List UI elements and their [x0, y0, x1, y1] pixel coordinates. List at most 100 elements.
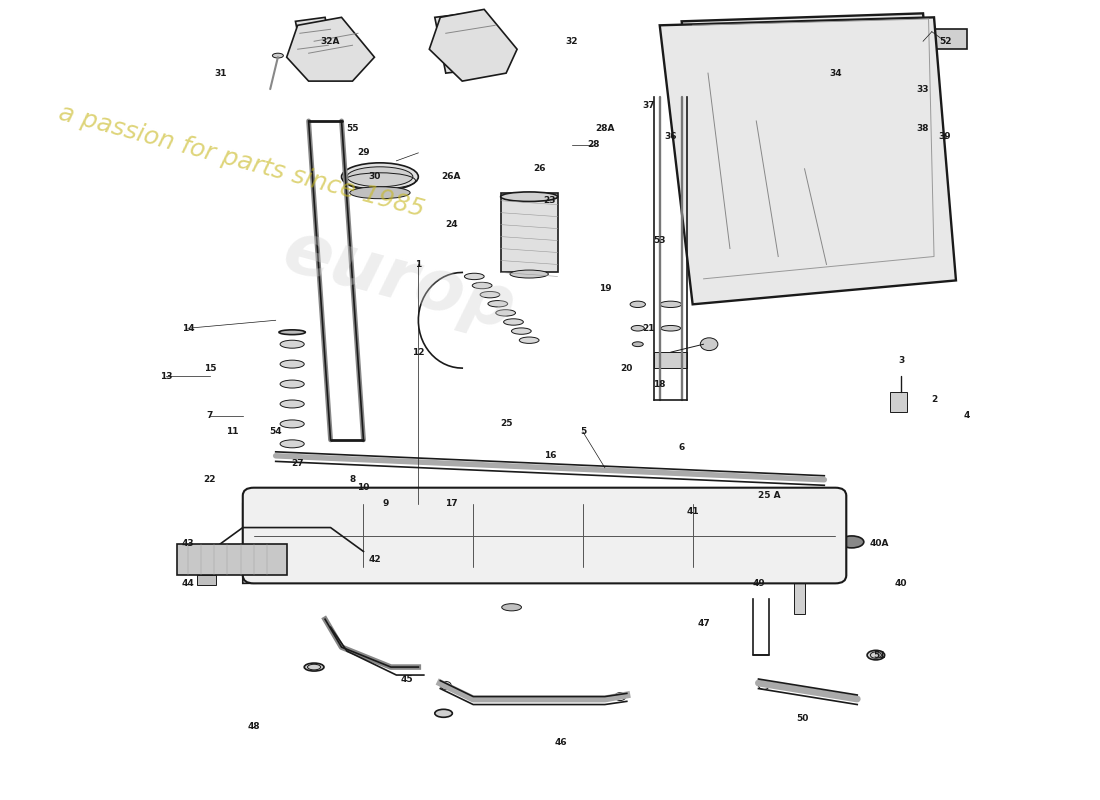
- Text: 26A: 26A: [441, 172, 461, 182]
- Ellipse shape: [280, 440, 305, 448]
- Ellipse shape: [280, 340, 305, 348]
- Text: 14: 14: [182, 324, 195, 333]
- Text: 54: 54: [270, 427, 282, 436]
- Text: 9: 9: [382, 499, 388, 508]
- Text: 50: 50: [796, 714, 808, 723]
- Polygon shape: [243, 496, 846, 583]
- Text: 52: 52: [938, 37, 952, 46]
- Ellipse shape: [500, 192, 558, 202]
- Ellipse shape: [280, 360, 305, 368]
- Ellipse shape: [280, 400, 305, 408]
- Ellipse shape: [454, 514, 504, 534]
- Text: 12: 12: [412, 348, 425, 357]
- Bar: [793, 582, 804, 614]
- Polygon shape: [296, 18, 336, 77]
- Text: a passion for parts since 1985: a passion for parts since 1985: [56, 100, 427, 222]
- Text: 34: 34: [829, 69, 842, 78]
- Text: 26: 26: [532, 164, 546, 174]
- Text: 30: 30: [368, 172, 381, 182]
- Bar: [928, 30, 967, 50]
- Text: 20: 20: [620, 364, 632, 373]
- Ellipse shape: [346, 167, 412, 186]
- Ellipse shape: [305, 663, 324, 671]
- Ellipse shape: [933, 134, 946, 141]
- Text: 11: 11: [226, 427, 238, 436]
- Ellipse shape: [867, 650, 884, 660]
- Polygon shape: [287, 18, 374, 81]
- Ellipse shape: [660, 301, 682, 307]
- Bar: [654, 352, 688, 368]
- Text: 49: 49: [752, 579, 764, 588]
- Circle shape: [465, 514, 492, 533]
- Text: 36: 36: [664, 133, 676, 142]
- Text: 4: 4: [964, 411, 970, 421]
- Text: 28: 28: [587, 140, 601, 150]
- Circle shape: [615, 693, 626, 701]
- Ellipse shape: [341, 163, 418, 190]
- Ellipse shape: [661, 326, 681, 331]
- Text: 27: 27: [292, 459, 304, 468]
- Ellipse shape: [630, 301, 646, 307]
- Text: 53: 53: [653, 236, 666, 245]
- Text: 6: 6: [679, 443, 685, 452]
- Text: 40: 40: [895, 579, 908, 588]
- Text: 15: 15: [204, 364, 216, 373]
- Text: 44: 44: [182, 579, 195, 588]
- Text: 38: 38: [916, 125, 930, 134]
- Text: 25 A: 25 A: [758, 491, 781, 500]
- Ellipse shape: [496, 310, 516, 316]
- Text: 8: 8: [350, 475, 355, 484]
- Text: 19: 19: [598, 284, 612, 293]
- Text: 46: 46: [554, 738, 568, 747]
- Ellipse shape: [632, 342, 644, 346]
- Bar: [500, 193, 558, 273]
- Polygon shape: [682, 14, 945, 288]
- Ellipse shape: [350, 186, 410, 198]
- Ellipse shape: [280, 420, 305, 428]
- Ellipse shape: [488, 301, 508, 307]
- Polygon shape: [434, 14, 478, 73]
- Text: 23: 23: [543, 196, 557, 205]
- Ellipse shape: [631, 326, 645, 331]
- Bar: [890, 392, 906, 412]
- Ellipse shape: [464, 274, 484, 280]
- Ellipse shape: [504, 318, 524, 325]
- Text: 40A: 40A: [869, 539, 889, 548]
- Ellipse shape: [791, 577, 806, 582]
- Text: 47: 47: [697, 618, 710, 628]
- Text: 2: 2: [931, 395, 937, 405]
- Text: 10: 10: [358, 483, 370, 492]
- Text: 13: 13: [160, 371, 173, 381]
- Text: 1: 1: [415, 260, 421, 269]
- Circle shape: [675, 102, 693, 115]
- Bar: [210, 543, 254, 567]
- Bar: [197, 575, 217, 585]
- Text: 32A: 32A: [321, 37, 340, 46]
- Ellipse shape: [434, 710, 452, 718]
- Ellipse shape: [472, 282, 492, 289]
- Ellipse shape: [480, 291, 499, 298]
- Ellipse shape: [279, 330, 306, 334]
- Text: 31: 31: [214, 69, 227, 78]
- Text: 7: 7: [207, 411, 213, 421]
- Text: 32: 32: [565, 37, 579, 46]
- Text: 33: 33: [916, 85, 930, 94]
- Text: 51: 51: [873, 650, 886, 660]
- Text: 37: 37: [642, 101, 656, 110]
- Text: 42: 42: [368, 555, 381, 564]
- Ellipse shape: [280, 380, 305, 388]
- Circle shape: [759, 682, 769, 690]
- Text: 22: 22: [204, 475, 216, 484]
- Ellipse shape: [502, 604, 521, 611]
- Circle shape: [695, 124, 708, 134]
- Text: 17: 17: [444, 499, 458, 508]
- Polygon shape: [660, 18, 956, 304]
- Circle shape: [701, 338, 718, 350]
- Text: 25: 25: [499, 419, 513, 429]
- Text: 29: 29: [358, 148, 370, 158]
- Text: 39: 39: [938, 133, 952, 142]
- Text: 45: 45: [402, 674, 414, 683]
- Text: 41: 41: [686, 507, 698, 516]
- Text: 43: 43: [182, 539, 195, 548]
- Text: 21: 21: [642, 324, 654, 333]
